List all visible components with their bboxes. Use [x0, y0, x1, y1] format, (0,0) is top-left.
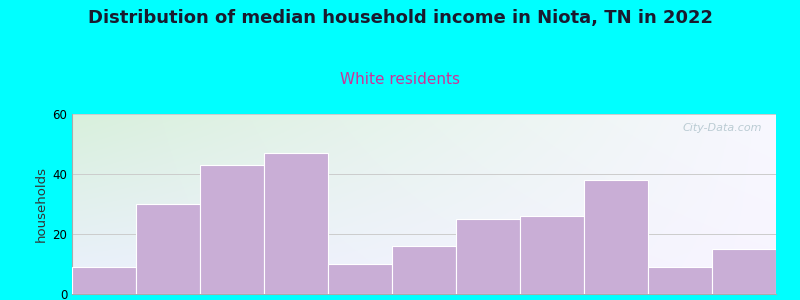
Text: Distribution of median household income in Niota, TN in 2022: Distribution of median household income … [87, 9, 713, 27]
Bar [584, 180, 648, 294]
Bar [136, 204, 200, 294]
Bar [520, 216, 584, 294]
Bar [392, 246, 456, 294]
Bar [456, 219, 520, 294]
Bar [200, 165, 264, 294]
Bar [72, 267, 136, 294]
Bar [648, 267, 712, 294]
Bar [328, 264, 392, 294]
Bar [264, 153, 328, 294]
Text: City-Data.com: City-Data.com [682, 123, 762, 133]
Bar [712, 249, 776, 294]
Y-axis label: households: households [35, 166, 48, 242]
Text: White residents: White residents [340, 72, 460, 87]
